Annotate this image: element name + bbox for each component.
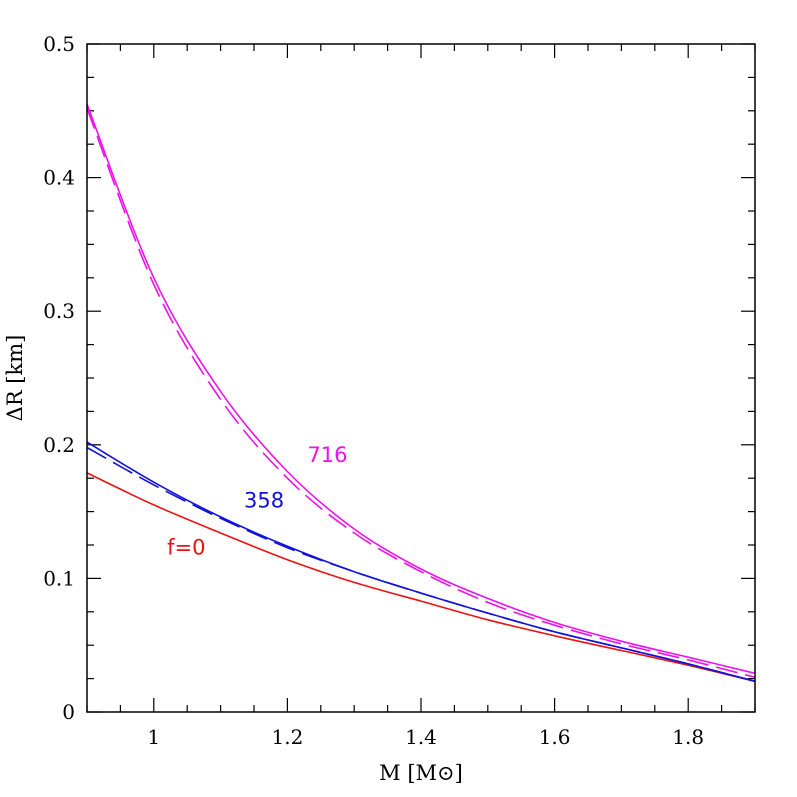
x-tick-label: 1.6 [539, 725, 571, 749]
y-tick-label: 0.4 [43, 166, 75, 190]
y-tick-label: 0.1 [43, 566, 75, 590]
x-tick-label: 1.8 [672, 725, 704, 749]
curve-label: 716 [307, 443, 347, 467]
x-tick-label: 1 [147, 725, 160, 749]
series-line-3 [86, 103, 756, 675]
y-tick-label: 0.3 [43, 299, 75, 323]
curve-label: f=0 [167, 535, 205, 559]
y-tick-label: 0 [62, 700, 75, 724]
x-axis-label: M [M⊙] [379, 761, 463, 785]
series-layer [86, 103, 756, 683]
series-line-0 [86, 472, 756, 683]
y-tick-label: 0.2 [43, 433, 75, 457]
x-tick-label: 1.4 [405, 725, 437, 749]
series-line-1 [86, 441, 756, 683]
ticks-layer [86, 43, 756, 713]
series-line-2 [86, 446, 756, 683]
y-axis-label: ΔR [km] [3, 335, 27, 422]
x-tick-label: 1.2 [271, 725, 303, 749]
curve-label: 358 [244, 489, 284, 513]
labels-layer: 1 1.2 1.4 1.6 1.8 0 0.1 0.2 0.3 0.4 0.5 f=0 358 716 [43, 32, 704, 749]
plot-frame [86, 43, 756, 713]
y-tick-label: 0.5 [43, 32, 75, 56]
series-line-4 [86, 107, 756, 679]
